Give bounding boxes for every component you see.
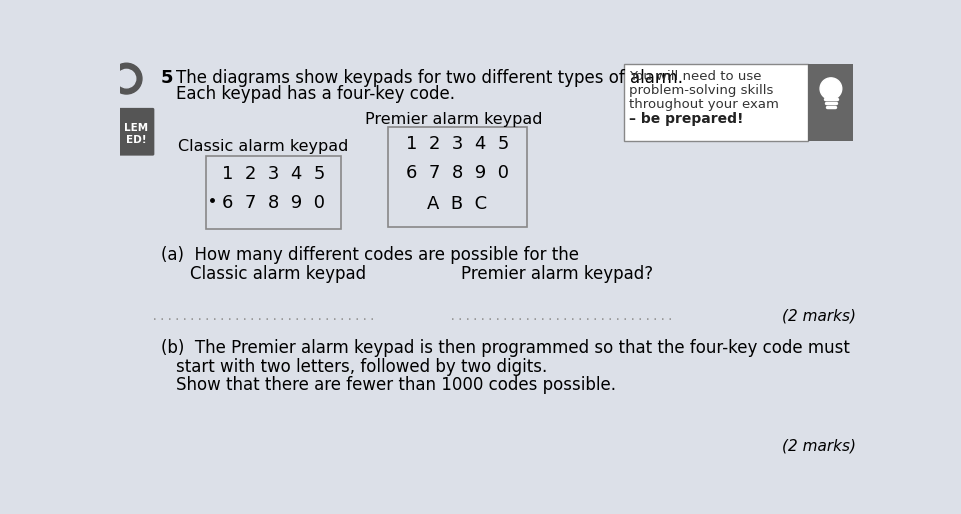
- Text: – be prepared!: – be prepared!: [628, 112, 743, 126]
- Text: A  B  C: A B C: [427, 195, 487, 213]
- Circle shape: [819, 78, 841, 99]
- Text: (b)  The Premier alarm keypad is then programmed so that the four-key code must: (b) The Premier alarm keypad is then pro…: [160, 339, 849, 357]
- Text: ED!: ED!: [126, 135, 147, 145]
- Text: Premier alarm keypad?: Premier alarm keypad?: [460, 265, 653, 283]
- Text: (2 marks): (2 marks): [781, 439, 855, 454]
- Text: ..............................: ..............................: [449, 309, 674, 323]
- Text: ..............................: ..............................: [151, 309, 376, 323]
- Circle shape: [117, 69, 136, 88]
- Text: Classic alarm keypad: Classic alarm keypad: [190, 265, 366, 283]
- Circle shape: [111, 63, 142, 94]
- Text: Classic alarm keypad: Classic alarm keypad: [178, 139, 349, 154]
- Text: problem-solving skills: problem-solving skills: [628, 84, 773, 97]
- Text: 6  7  8  9  0: 6 7 8 9 0: [222, 194, 325, 212]
- FancyBboxPatch shape: [118, 108, 154, 156]
- FancyBboxPatch shape: [206, 156, 341, 229]
- Text: 1  2  3  4  5: 1 2 3 4 5: [221, 165, 325, 183]
- Text: You will need to use: You will need to use: [628, 70, 761, 83]
- Text: Each keypad has a four-key code.: Each keypad has a four-key code.: [176, 85, 455, 103]
- Text: 1  2  3  4  5: 1 2 3 4 5: [406, 135, 508, 153]
- Text: The diagrams show keypads for two different types of alarm.: The diagrams show keypads for two differ…: [176, 69, 682, 87]
- FancyBboxPatch shape: [807, 64, 852, 141]
- Text: 5: 5: [160, 69, 173, 87]
- Text: throughout your exam: throughout your exam: [628, 98, 778, 111]
- Text: start with two letters, followed by two digits.: start with two letters, followed by two …: [176, 358, 547, 376]
- Text: (a)  How many different codes are possible for the: (a) How many different codes are possibl…: [160, 247, 578, 265]
- Text: (2 marks): (2 marks): [781, 308, 855, 323]
- Text: Premier alarm keypad: Premier alarm keypad: [364, 112, 542, 127]
- FancyBboxPatch shape: [387, 127, 527, 227]
- Text: 6  7  8  9  0: 6 7 8 9 0: [406, 164, 508, 182]
- Text: LEM: LEM: [124, 122, 148, 133]
- Text: Show that there are fewer than 1000 codes possible.: Show that there are fewer than 1000 code…: [176, 376, 615, 394]
- FancyBboxPatch shape: [624, 64, 807, 141]
